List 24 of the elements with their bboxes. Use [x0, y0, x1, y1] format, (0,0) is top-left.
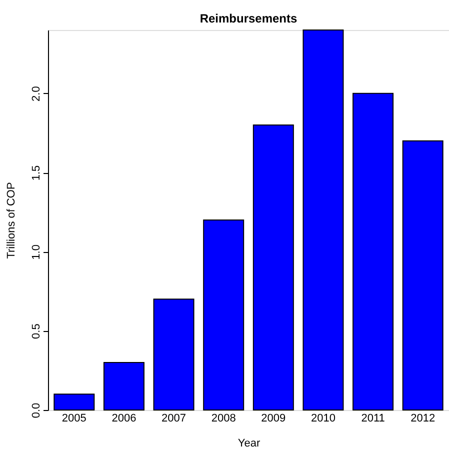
x-tick-label: 2010	[310, 412, 336, 424]
y-axis-title: Trillions of COP	[6, 182, 18, 259]
x-tick-label: 2009	[261, 412, 286, 424]
y-tick-label: 2.0	[30, 86, 42, 102]
bar	[153, 298, 194, 410]
x-tick-label: 2011	[361, 412, 385, 424]
bar	[54, 394, 95, 410]
bar	[302, 30, 344, 410]
bar	[352, 92, 394, 410]
bar	[103, 362, 144, 410]
bar	[203, 220, 244, 410]
x-tick-label: 2005	[62, 412, 86, 424]
bar	[252, 124, 294, 410]
y-tick-label: 1.0	[30, 244, 42, 260]
x-tick-label: 2007	[162, 412, 186, 424]
y-tick-label: 0.0	[30, 402, 42, 418]
bar	[402, 140, 444, 410]
chart-title: Reimbursements	[200, 12, 298, 26]
x-axis-title: Year	[238, 438, 260, 450]
x-tick-label: 2008	[211, 412, 236, 424]
y-tick-label: 1.5	[30, 165, 42, 181]
x-tick-label: 2012	[410, 412, 436, 424]
x-tick-label: 2006	[112, 412, 136, 424]
y-tick-label: 0.5	[30, 324, 42, 339]
